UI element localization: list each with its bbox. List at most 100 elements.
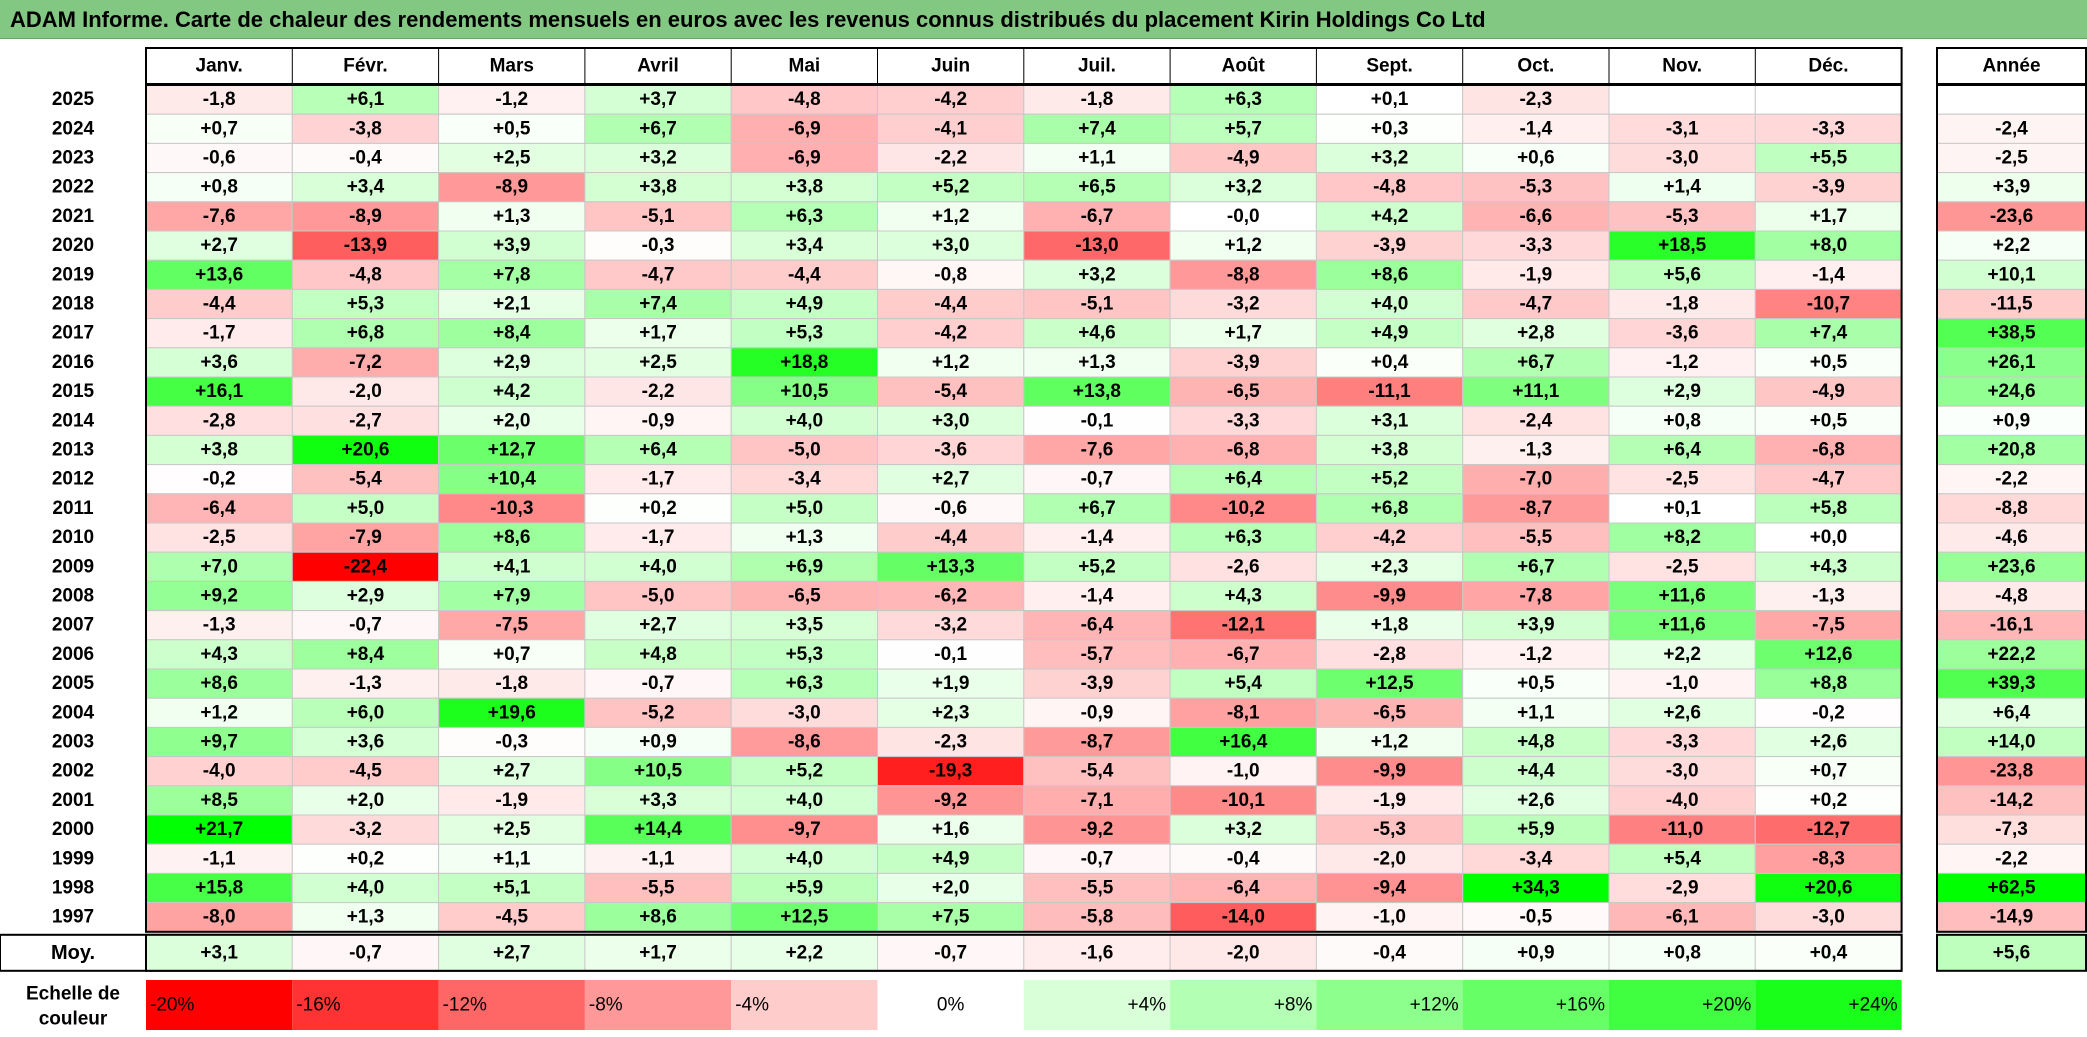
cell-value: +3,0 xyxy=(932,235,970,256)
cell-value: +5,4 xyxy=(1224,673,1262,694)
annual-cell xyxy=(1936,902,2087,933)
heatmap-cell xyxy=(291,668,440,699)
cell-value: +6,1 xyxy=(347,89,385,110)
cell-value: +6,3 xyxy=(1224,89,1262,110)
year-label: 2021 xyxy=(52,206,95,227)
cell-value: +1,2 xyxy=(932,206,970,227)
heatmap-cell xyxy=(1023,434,1171,466)
heatmap-cell xyxy=(438,434,586,466)
page-title: ADAM Informe. Carte de chaleur des rende… xyxy=(10,7,1486,32)
year-label: 2001 xyxy=(52,790,95,811)
cell-value: -0,1 xyxy=(1081,410,1114,431)
heatmap-cell xyxy=(1023,464,1171,495)
cell-value: -5,3 xyxy=(1373,819,1406,840)
cell-value: +10,4 xyxy=(488,469,537,490)
heatmap-cell xyxy=(1169,756,1317,787)
average-cell xyxy=(291,934,440,972)
cell-value: -1,7 xyxy=(642,527,675,548)
cell-value: -6,8 xyxy=(1227,440,1260,461)
annual-value: -11,5 xyxy=(1990,294,2033,315)
heatmap-cell xyxy=(145,201,293,232)
cell-value: -1,0 xyxy=(1227,761,1260,782)
year-label: 2016 xyxy=(52,352,94,373)
cell-value: -7,9 xyxy=(349,527,382,548)
heatmap-cell xyxy=(1608,347,1756,378)
cell-value: -7,5 xyxy=(495,615,528,636)
cell-value: -4,2 xyxy=(934,323,967,344)
cell-value: +2,3 xyxy=(1371,556,1409,577)
scale-label: +12% xyxy=(1410,995,1459,1016)
cell-value: -4,7 xyxy=(1812,469,1845,490)
cell-value: +34,3 xyxy=(1512,878,1560,899)
cell-value: -13,0 xyxy=(1075,235,1118,256)
heatmap-cell xyxy=(1023,639,1171,670)
annual-value: -2,2 xyxy=(1995,469,2028,490)
average-cell xyxy=(1462,934,1610,972)
heatmap-cell xyxy=(1462,639,1610,670)
cell-value: -1,9 xyxy=(1519,264,1552,285)
cell-value: -0,7 xyxy=(1081,469,1114,490)
cell-value: -1,7 xyxy=(203,323,236,344)
annual-value: +62,5 xyxy=(1987,878,2036,899)
annual-value: -4,6 xyxy=(1995,527,2028,548)
heatmap-cell xyxy=(1023,814,1171,845)
cell-value: -5,7 xyxy=(1081,644,1114,665)
cell-value: -0,6 xyxy=(934,498,967,519)
annual-cell xyxy=(1936,843,2087,874)
heatmap-cell xyxy=(1608,84,1756,115)
cell-value: -2,5 xyxy=(1666,469,1699,490)
year-label: 1997 xyxy=(52,907,94,928)
heatmap-cell xyxy=(877,230,1025,261)
cell-value: +4,0 xyxy=(347,878,385,899)
cell-value: +6,5 xyxy=(1078,177,1116,198)
cell-value: +8,6 xyxy=(639,907,677,928)
cell-value: -6,5 xyxy=(1227,381,1260,402)
heatmap-cell xyxy=(145,464,293,495)
cell-value: -4,4 xyxy=(934,294,967,315)
heatmap-cell xyxy=(1462,84,1610,115)
heatmap-cell xyxy=(438,172,586,203)
cell-value: +3,3 xyxy=(639,790,677,811)
heatmap-cell xyxy=(730,464,879,495)
cell-value: -6,8 xyxy=(1812,440,1845,461)
cell-value: -0,2 xyxy=(203,469,236,490)
cell-value: -2,8 xyxy=(1373,644,1406,665)
annual-value: +3,9 xyxy=(1993,177,2031,198)
cell-value: +0,2 xyxy=(1810,790,1848,811)
heatmap-cell xyxy=(1169,639,1317,670)
cell-value: -3,6 xyxy=(934,440,967,461)
cell-value: -2,2 xyxy=(642,381,675,402)
annual-value: -2,4 xyxy=(1995,118,2028,139)
heatmap-cell xyxy=(1023,785,1171,816)
heatmap-cell xyxy=(291,405,440,436)
cell-value: -4,5 xyxy=(495,907,528,928)
cell-value: +0,5 xyxy=(1517,673,1555,694)
cell-value: -3,9 xyxy=(1081,673,1114,694)
cell-value: +5,3 xyxy=(347,294,385,315)
heatmap-cell xyxy=(1608,902,1756,933)
cell-value: +5,4 xyxy=(1663,848,1701,869)
average-annual-value: +5,6 xyxy=(1993,942,2031,963)
annual-value: -14,2 xyxy=(1990,790,2033,811)
heatmap-cell xyxy=(145,639,293,670)
cell-value: +0,5 xyxy=(493,118,531,139)
heatmap-cell xyxy=(145,872,293,904)
annual-value: +38,5 xyxy=(1987,323,2036,344)
cell-value: +3,9 xyxy=(1517,615,1555,636)
heatmap-cell xyxy=(1608,230,1756,261)
average-value: +2,2 xyxy=(786,942,824,963)
cell-value: -1,8 xyxy=(1081,89,1114,110)
cell-value: +11,1 xyxy=(1512,381,1559,402)
heatmap-cell xyxy=(877,668,1025,699)
heatmap-cell xyxy=(1462,843,1610,874)
cell-value: -7,2 xyxy=(349,352,382,373)
heatmap-cell xyxy=(291,814,440,845)
cell-value: -9,7 xyxy=(788,819,821,840)
annual-cell xyxy=(1936,142,2087,174)
heatmap-cell xyxy=(730,288,879,320)
cell-value: -1,1 xyxy=(642,848,675,869)
average-value: +0,4 xyxy=(1810,942,1848,963)
cell-value: -6,2 xyxy=(934,586,967,607)
heatmap-cell xyxy=(1169,347,1317,378)
cell-value: -1,2 xyxy=(1519,644,1552,665)
